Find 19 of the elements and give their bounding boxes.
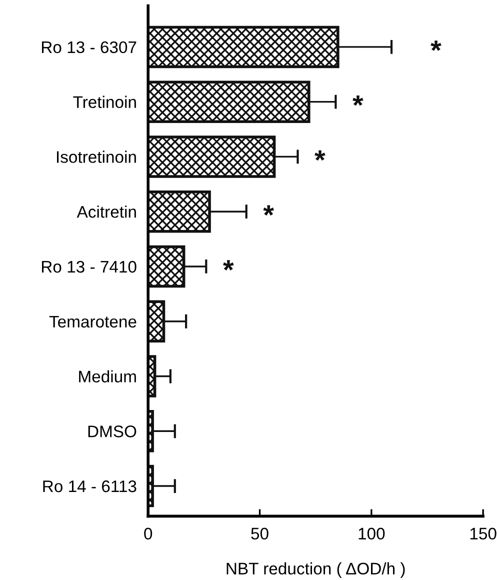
y-tick-label: Ro 13 - 7410	[42, 260, 136, 273]
x-tick-label: 100	[358, 528, 385, 540]
y-tick-label: Ro 13 - 6307	[42, 41, 136, 54]
y-tick-label: Isotretinoin	[57, 150, 136, 163]
x-tick-label: 150	[470, 528, 496, 540]
x-axis-title: NBT reduction ( ΔOD/h )	[226, 562, 405, 578]
x-tick-label: 50	[251, 528, 268, 540]
annotation: *	[352, 95, 364, 106]
annotation: *	[430, 40, 442, 51]
annotation: *	[223, 260, 234, 270]
y-tick-label: Temarotene	[49, 316, 136, 328]
y-tick-label: Medium	[79, 370, 136, 382]
x-tick-label: 0	[144, 528, 152, 540]
y-tick-label: Ro 14 - 6113	[43, 480, 136, 492]
annotation: *	[263, 205, 274, 216]
annotation: *	[314, 150, 326, 161]
y-tick-label: DMSO	[88, 426, 136, 438]
y-tick-label: Tretinoin	[73, 96, 136, 108]
y-tick-label: Acitretin	[76, 206, 136, 218]
